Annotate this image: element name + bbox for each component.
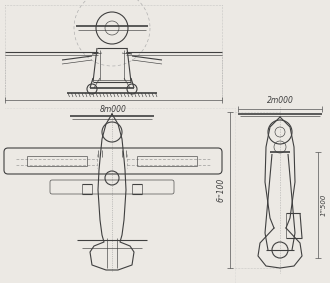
Text: 8m000: 8m000	[100, 105, 126, 114]
Text: 1ᵐ500: 1ᵐ500	[321, 194, 327, 216]
Text: 2m000: 2m000	[267, 96, 293, 105]
Text: 6ᵐ100: 6ᵐ100	[217, 178, 226, 202]
